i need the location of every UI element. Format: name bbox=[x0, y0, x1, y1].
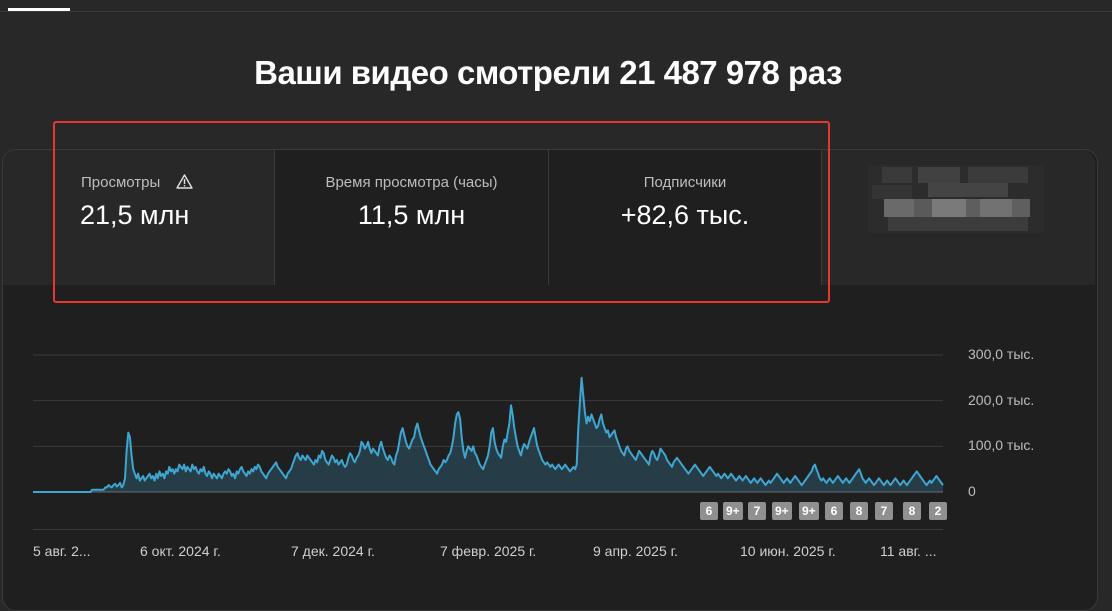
x-tick-label: 7 февр. 2025 г. bbox=[440, 543, 537, 559]
video-marker-badge[interactable]: 2 bbox=[929, 502, 947, 520]
video-marker-badge[interactable]: 9+ bbox=[772, 502, 792, 520]
y-tick-label: 0 bbox=[968, 483, 976, 499]
video-marker-badge[interactable]: 9+ bbox=[723, 502, 743, 520]
metric-card-watch-time[interactable] bbox=[275, 150, 548, 285]
metric-value-views: 21,5 млн bbox=[80, 200, 190, 230]
video-marker-badge[interactable]: 6 bbox=[825, 502, 843, 520]
metric-label-subscribers: Подписчики bbox=[643, 174, 727, 191]
video-marker-badge[interactable]: 9+ bbox=[799, 502, 819, 520]
y-tick-label: 200,0 тыс. bbox=[968, 391, 1035, 408]
views-chart bbox=[33, 354, 944, 530]
x-tick-label: 5 авг. 2... bbox=[33, 543, 91, 559]
x-tick-label: 10 июн. 2025 г. bbox=[740, 543, 836, 559]
metric-divider bbox=[821, 150, 822, 285]
metric-divider bbox=[548, 150, 549, 285]
x-tick-label: 9 апр. 2025 г. bbox=[593, 543, 678, 559]
video-marker-badge[interactable]: 6 bbox=[700, 502, 718, 520]
metric-divider bbox=[274, 150, 275, 285]
annotation-highlight-box bbox=[53, 121, 830, 303]
metric-value-subscribers: +82,6 тыс. bbox=[620, 200, 750, 230]
views-series-area bbox=[33, 377, 943, 492]
video-marker-badge[interactable]: 7 bbox=[875, 502, 893, 520]
x-tick-label: 11 авг. ... bbox=[880, 543, 937, 559]
video-marker-badge[interactable]: 8 bbox=[903, 502, 921, 520]
x-tick-label: 6 окт. 2024 г. bbox=[140, 543, 221, 559]
top-tab-bar bbox=[0, 0, 1112, 12]
metric-label-watch-time: Время просмотра (часы) bbox=[325, 174, 498, 191]
metric-label-views: Просмотры bbox=[81, 174, 161, 191]
y-tick-label: 300,0 тыс. bbox=[968, 346, 1035, 362]
y-tick-label: 100,0 тыс. bbox=[968, 437, 1035, 454]
video-marker-badge[interactable]: 8 bbox=[850, 502, 868, 520]
views-series-line[interactable] bbox=[33, 376, 944, 493]
metric-card-subscribers[interactable] bbox=[549, 150, 821, 285]
x-tick-label: 7 дек. 2024 г. bbox=[291, 543, 375, 559]
metric-card-views[interactable] bbox=[3, 150, 274, 285]
warning-icon[interactable] bbox=[176, 174, 193, 189]
active-tab-indicator[interactable] bbox=[8, 8, 70, 11]
metric-value-watch-time: 11,5 млн bbox=[357, 200, 466, 230]
video-marker-badge[interactable]: 7 bbox=[748, 502, 766, 520]
page-headline: Ваши видео смотрели 21 487 978 раз bbox=[254, 54, 842, 91]
blurred-revenue-card bbox=[868, 165, 1044, 233]
